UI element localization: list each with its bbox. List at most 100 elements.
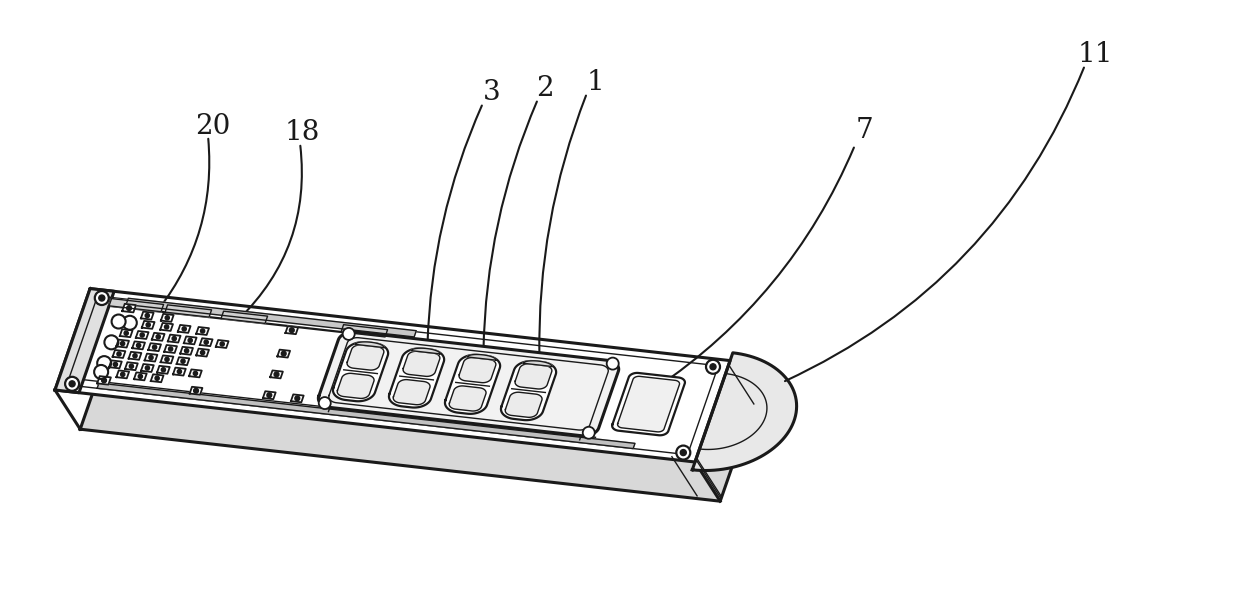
Circle shape xyxy=(274,372,279,377)
Polygon shape xyxy=(164,345,177,353)
Circle shape xyxy=(145,313,149,318)
Polygon shape xyxy=(196,349,210,357)
Polygon shape xyxy=(161,314,174,322)
Circle shape xyxy=(69,381,76,387)
Circle shape xyxy=(681,450,686,456)
Circle shape xyxy=(117,352,122,356)
Circle shape xyxy=(145,366,150,370)
Polygon shape xyxy=(125,362,138,370)
Polygon shape xyxy=(123,304,136,312)
Circle shape xyxy=(138,375,143,378)
Polygon shape xyxy=(188,370,202,378)
Polygon shape xyxy=(445,355,500,414)
Circle shape xyxy=(136,343,140,348)
Text: 20: 20 xyxy=(196,112,231,139)
Circle shape xyxy=(165,316,170,320)
Circle shape xyxy=(205,340,208,344)
Circle shape xyxy=(126,306,131,310)
Circle shape xyxy=(583,426,595,439)
Polygon shape xyxy=(180,347,193,355)
Circle shape xyxy=(165,325,169,329)
Polygon shape xyxy=(109,360,122,368)
Circle shape xyxy=(94,365,108,379)
Polygon shape xyxy=(692,353,796,470)
Polygon shape xyxy=(117,370,129,378)
Circle shape xyxy=(113,362,118,367)
Polygon shape xyxy=(120,329,133,337)
Polygon shape xyxy=(221,311,268,323)
Text: 1: 1 xyxy=(587,68,604,95)
Polygon shape xyxy=(151,333,165,341)
Polygon shape xyxy=(337,373,374,398)
Circle shape xyxy=(99,295,105,301)
Polygon shape xyxy=(174,368,186,376)
Polygon shape xyxy=(55,288,114,393)
Circle shape xyxy=(172,337,176,341)
Polygon shape xyxy=(319,332,619,436)
Polygon shape xyxy=(97,376,110,385)
Polygon shape xyxy=(449,386,486,411)
Circle shape xyxy=(711,364,715,370)
Circle shape xyxy=(706,360,720,374)
Polygon shape xyxy=(129,352,141,360)
Polygon shape xyxy=(160,323,172,331)
Text: 2: 2 xyxy=(536,75,554,101)
Polygon shape xyxy=(216,340,228,348)
Text: 3: 3 xyxy=(484,78,501,106)
Polygon shape xyxy=(134,373,146,380)
Circle shape xyxy=(193,371,197,376)
Polygon shape xyxy=(149,343,161,351)
Polygon shape xyxy=(109,299,164,312)
Polygon shape xyxy=(196,327,210,335)
Circle shape xyxy=(606,357,619,370)
Circle shape xyxy=(221,342,224,346)
Polygon shape xyxy=(113,350,125,358)
Circle shape xyxy=(146,323,150,327)
Circle shape xyxy=(201,329,205,333)
Polygon shape xyxy=(389,348,444,408)
Circle shape xyxy=(140,333,144,337)
Text: 7: 7 xyxy=(856,117,874,144)
Circle shape xyxy=(102,378,107,382)
Circle shape xyxy=(188,338,192,343)
Polygon shape xyxy=(141,321,155,329)
Circle shape xyxy=(181,359,185,364)
Circle shape xyxy=(201,351,205,354)
Polygon shape xyxy=(505,392,542,417)
Circle shape xyxy=(112,315,125,329)
Polygon shape xyxy=(613,373,684,435)
Circle shape xyxy=(169,347,172,351)
Polygon shape xyxy=(515,364,552,389)
Circle shape xyxy=(295,396,300,401)
Circle shape xyxy=(182,327,186,331)
Circle shape xyxy=(281,351,286,356)
Circle shape xyxy=(149,356,153,360)
Circle shape xyxy=(676,445,691,459)
Circle shape xyxy=(156,335,160,339)
Circle shape xyxy=(120,372,125,376)
Polygon shape xyxy=(403,351,440,376)
Polygon shape xyxy=(145,354,157,362)
Polygon shape xyxy=(347,345,384,370)
Circle shape xyxy=(177,370,181,374)
Polygon shape xyxy=(618,376,680,432)
Polygon shape xyxy=(270,370,283,378)
Polygon shape xyxy=(523,360,552,367)
Circle shape xyxy=(155,376,159,381)
Polygon shape xyxy=(81,327,755,501)
Circle shape xyxy=(129,364,134,368)
Circle shape xyxy=(104,335,118,349)
Circle shape xyxy=(165,357,169,362)
Polygon shape xyxy=(151,375,164,382)
Polygon shape xyxy=(393,379,430,404)
Polygon shape xyxy=(55,288,730,462)
Polygon shape xyxy=(278,349,290,357)
Polygon shape xyxy=(157,366,170,374)
Polygon shape xyxy=(341,324,388,337)
Polygon shape xyxy=(165,305,212,317)
Polygon shape xyxy=(263,391,275,399)
Polygon shape xyxy=(291,394,304,402)
Circle shape xyxy=(64,377,79,391)
Polygon shape xyxy=(501,361,556,420)
Polygon shape xyxy=(161,356,174,364)
